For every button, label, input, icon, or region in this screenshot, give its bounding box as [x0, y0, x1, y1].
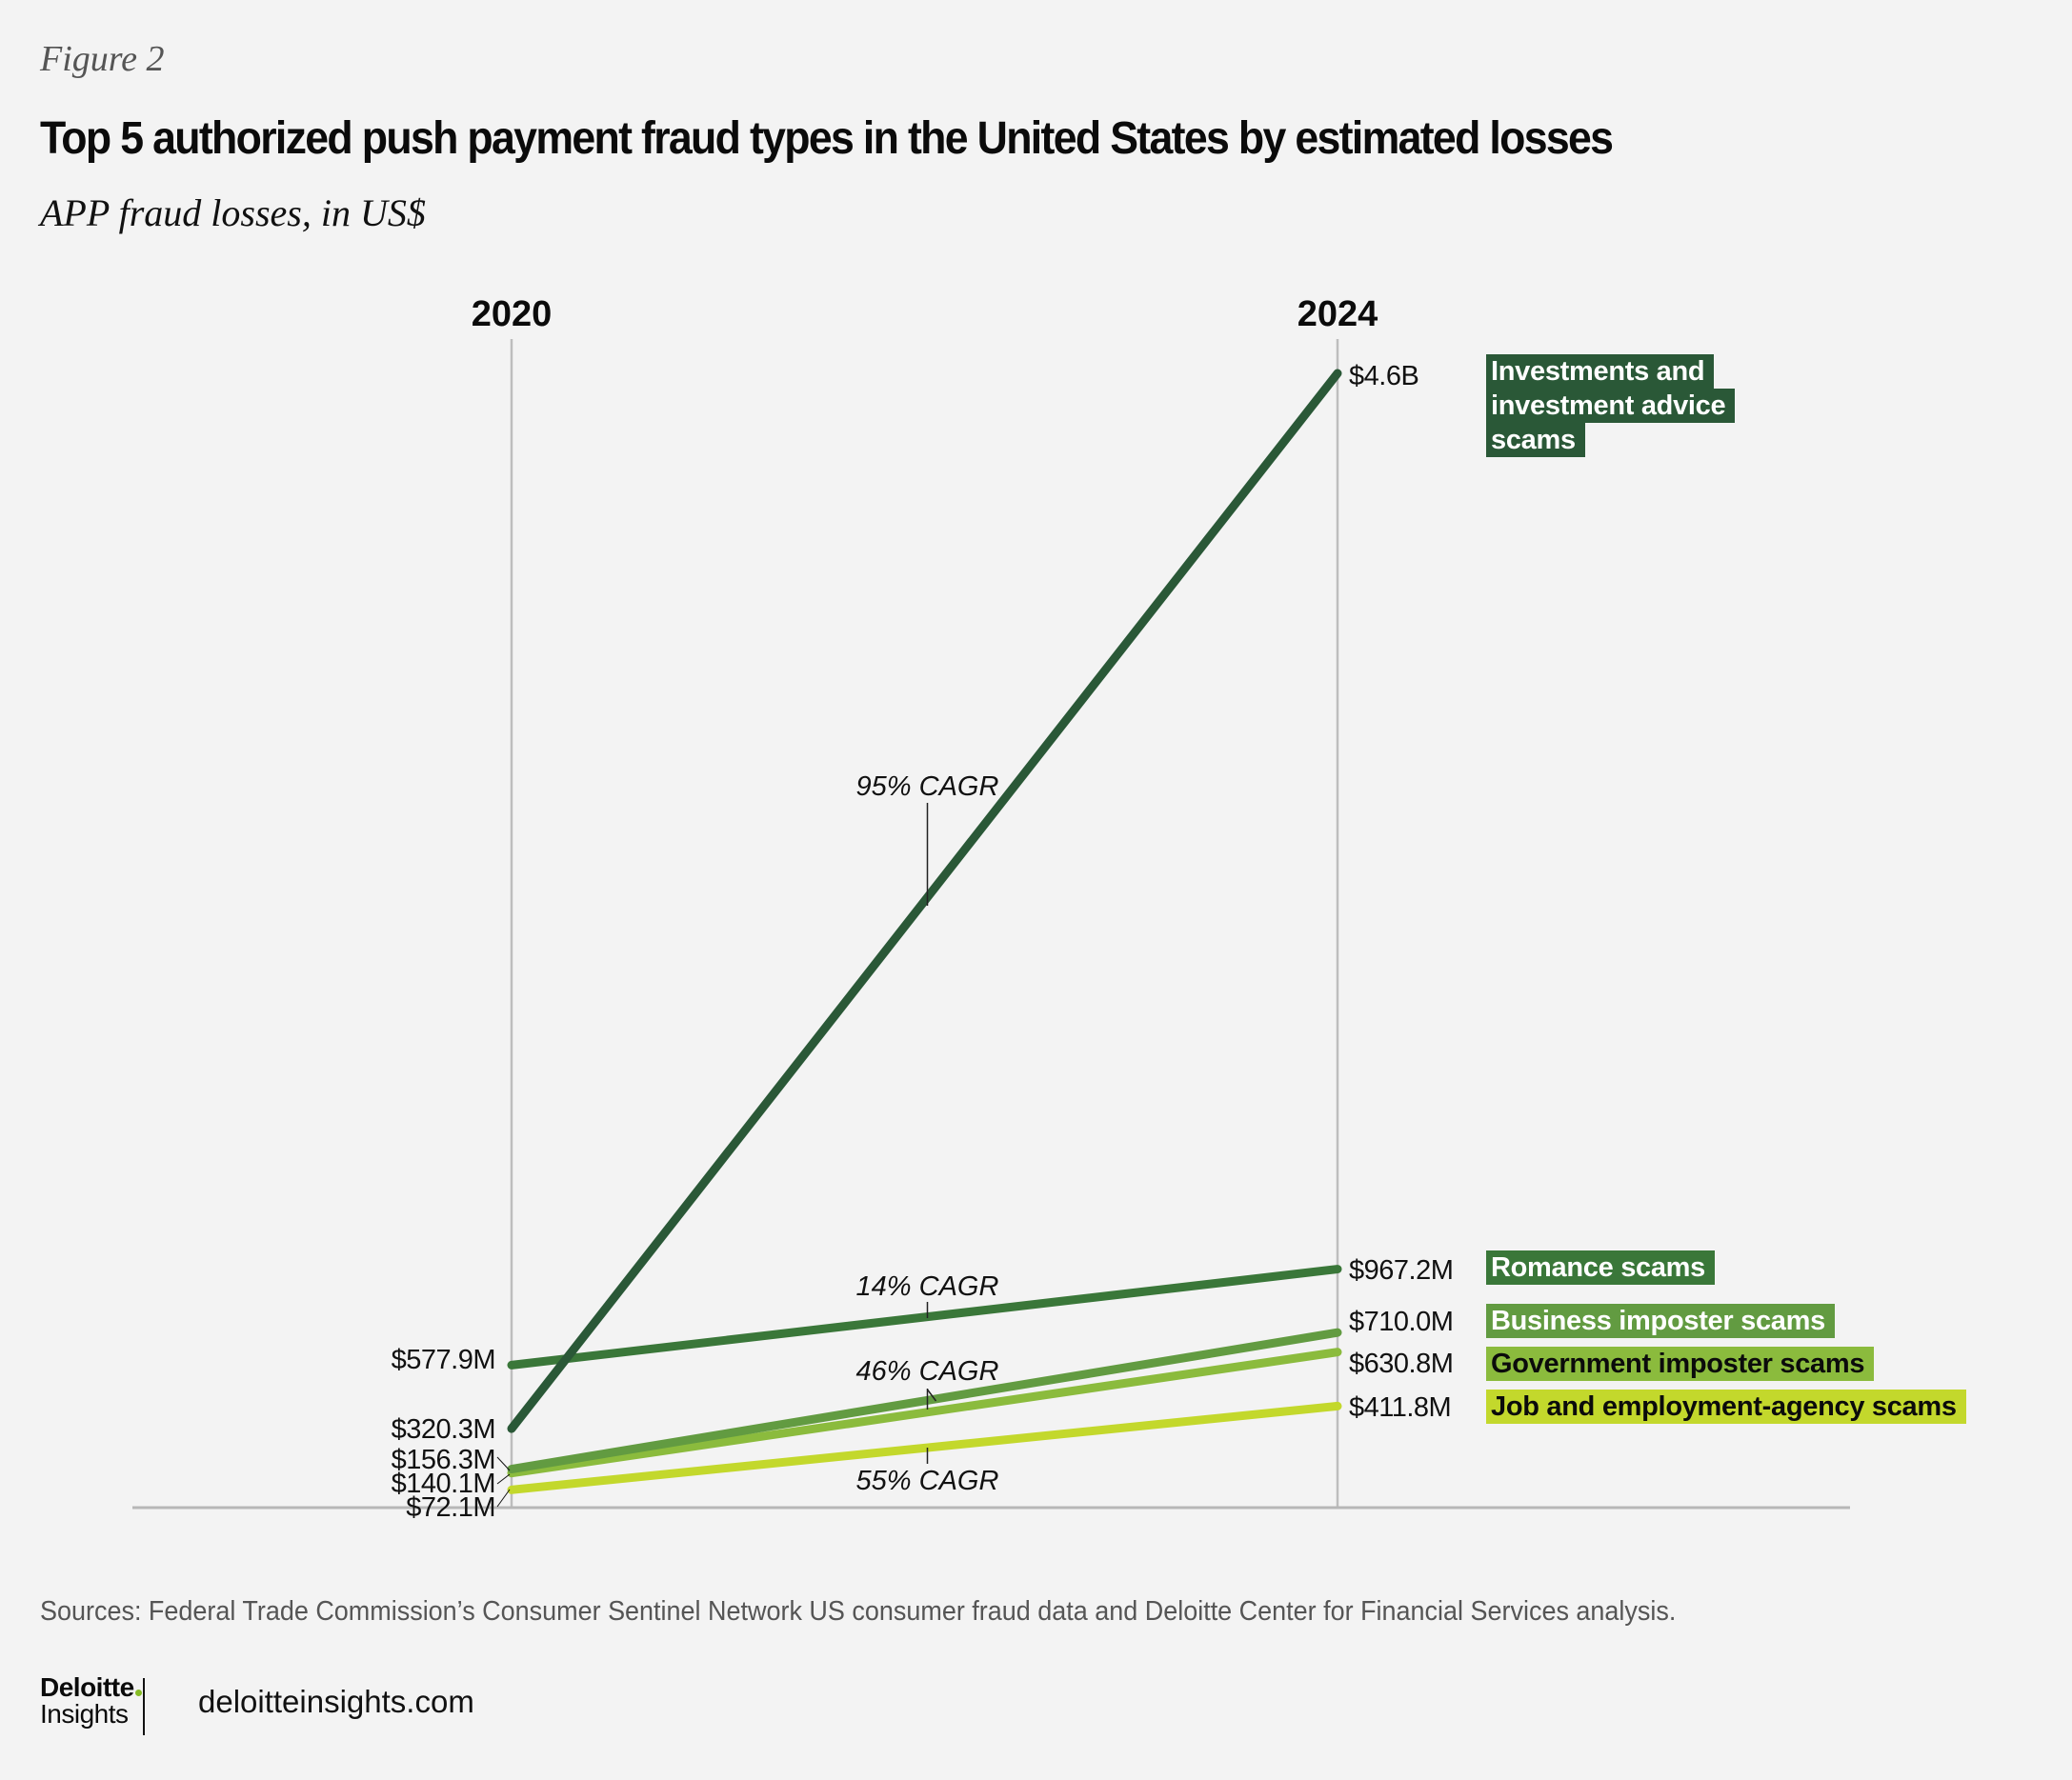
figure-label: Figure 2	[40, 39, 165, 79]
end-value-label-0: $4.6B	[1349, 361, 1418, 391]
deloitte-insights-logo: Deloitte Insights	[40, 1674, 142, 1728]
legend-label-3: Government imposter scams	[1486, 1347, 1875, 1381]
series-line-2	[507, 1328, 1342, 1474]
chart-subtitle: APP fraud losses, in US$	[40, 191, 426, 234]
series-line-3	[507, 1348, 1342, 1478]
cagr-label-0: 95% CAGR	[856, 771, 999, 802]
legend-label-0: Investments and investment advice scams	[1486, 354, 1762, 457]
logo-dot-icon	[134, 1690, 142, 1696]
site-link[interactable]: deloitteinsights.com	[198, 1684, 474, 1719]
end-value-label-3: $630.8M	[1349, 1349, 1453, 1379]
end-value-label-2: $710.0M	[1349, 1307, 1453, 1337]
cagr-label-3: 55% CAGR	[856, 1466, 999, 1496]
leader-line-4	[496, 1489, 511, 1508]
chart-title: Top 5 authorized push payment fraud type…	[40, 113, 1614, 164]
end-value-label-4: $411.8M	[1349, 1392, 1451, 1423]
legend-label-text: Business imposter scams	[1486, 1304, 1835, 1338]
legend-label-4: Job and employment-agency scams	[1486, 1390, 1966, 1424]
start-value-label-3: $140.1M	[392, 1469, 495, 1499]
leader-line-2	[496, 1456, 511, 1471]
end-value-label-1: $967.2M	[1349, 1255, 1453, 1286]
logo-deloitte-text: Deloitte	[40, 1672, 134, 1702]
logo-divider	[143, 1678, 145, 1735]
start-value-label-0: $320.3M	[392, 1414, 495, 1445]
legend-label-1: Romance scams	[1486, 1250, 1715, 1285]
series-line-4	[507, 1401, 1342, 1494]
start-value-label-4: $72.1M	[406, 1492, 495, 1523]
legend-label-text: Investments and investment advice scams	[1486, 354, 1736, 457]
legend-label-text: Romance scams	[1486, 1250, 1715, 1285]
leader-line-3	[496, 1473, 511, 1485]
cagr-leader-46-diag	[926, 1389, 937, 1402]
legend-label-2: Business imposter scams	[1486, 1304, 1835, 1338]
series-line-0	[507, 369, 1342, 1433]
start-value-label-1: $577.9M	[392, 1345, 495, 1375]
cagr-label-2: 46% CAGR	[856, 1356, 999, 1387]
legend-label-text: Government imposter scams	[1486, 1347, 1875, 1381]
cagr-label-1: 14% CAGR	[856, 1271, 999, 1302]
x-tick-label-2020: 2020	[472, 294, 553, 334]
legend-label-text: Job and employment-agency scams	[1486, 1390, 1966, 1424]
series-line-1	[507, 1265, 1342, 1370]
sources-note: Sources: Federal Trade Commission’s Cons…	[40, 1596, 1677, 1627]
start-value-label-2: $156.3M	[392, 1445, 495, 1475]
x-tick-label-2024: 2024	[1298, 294, 1378, 334]
logo-insights-text: Insights	[40, 1699, 129, 1729]
